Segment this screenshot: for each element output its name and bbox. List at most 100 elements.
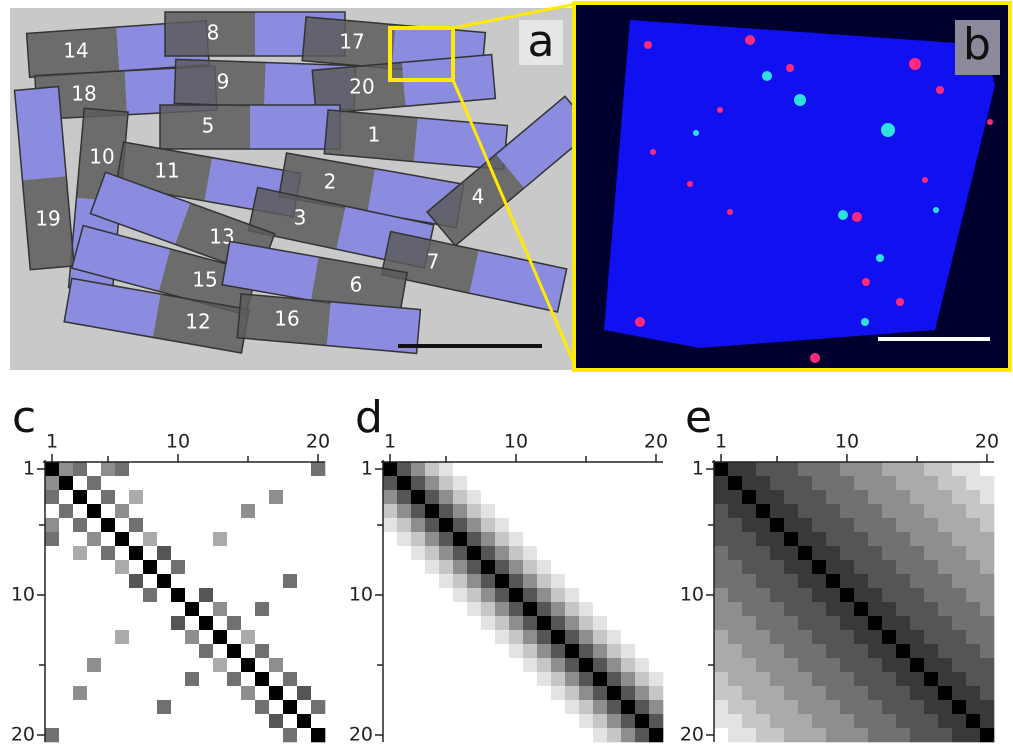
matrix-cell xyxy=(537,714,551,728)
particle xyxy=(936,86,944,94)
matrix-cell xyxy=(297,518,311,532)
matrix-cell xyxy=(509,518,523,532)
matrix-cell xyxy=(129,644,143,658)
matrix-cell xyxy=(742,588,756,602)
y-tick-label: 20 xyxy=(680,724,704,746)
matrix-cell xyxy=(87,686,101,700)
matrix-cell xyxy=(924,532,938,546)
matrix-cell xyxy=(770,504,784,518)
slice-label: 18 xyxy=(71,82,96,106)
matrix-cell xyxy=(101,644,115,658)
matrix-cell xyxy=(411,630,425,644)
matrix-cell xyxy=(565,658,579,672)
matrix-cell xyxy=(467,560,481,574)
matrix-cell xyxy=(199,672,213,686)
matrix-cell xyxy=(756,672,770,686)
matrix-cell xyxy=(241,714,255,728)
matrix-cell xyxy=(241,574,255,588)
matrix-cell xyxy=(756,616,770,630)
matrix-cell xyxy=(311,532,325,546)
matrix-cell xyxy=(143,588,157,602)
matrix-cell xyxy=(854,532,868,546)
slice-label: 5 xyxy=(202,114,215,138)
matrix-cell xyxy=(241,630,255,644)
matrix-cell xyxy=(579,644,593,658)
matrix-cell xyxy=(882,644,896,658)
matrix-cell xyxy=(185,490,199,504)
matrix-cell xyxy=(227,728,241,742)
matrix-cell xyxy=(826,462,840,476)
matrix-cell xyxy=(714,504,728,518)
matrix-cell xyxy=(938,476,952,490)
slice-label: 10 xyxy=(89,145,114,169)
matrix-cell xyxy=(952,504,966,518)
slice-label: 8 xyxy=(207,21,220,45)
matrix-cell xyxy=(481,630,495,644)
matrix-cell xyxy=(171,588,185,602)
matrix-cell xyxy=(495,686,509,700)
matrix-cell xyxy=(411,476,425,490)
matrix-cell xyxy=(185,714,199,728)
matrix-cell xyxy=(565,476,579,490)
matrix-cell xyxy=(481,728,495,742)
matrix-cell xyxy=(840,462,854,476)
matrix-cell xyxy=(101,616,115,630)
matrix-cell xyxy=(59,560,73,574)
matrix-cell xyxy=(924,490,938,504)
matrix-cell xyxy=(73,700,87,714)
matrix-cell xyxy=(784,616,798,630)
matrix-cell xyxy=(185,672,199,686)
matrix-cell xyxy=(812,490,826,504)
matrix-cell xyxy=(770,700,784,714)
matrix-cell xyxy=(980,532,994,546)
matrix-cell xyxy=(241,616,255,630)
matrix-cell xyxy=(411,700,425,714)
matrix-cell xyxy=(537,504,551,518)
matrix-cell xyxy=(728,490,742,504)
matrix-cell xyxy=(742,700,756,714)
matrix-cell xyxy=(269,672,283,686)
matrix-cell xyxy=(283,658,297,672)
matrix-cell xyxy=(157,546,171,560)
matrix-cell xyxy=(73,574,87,588)
matrix-cell xyxy=(742,644,756,658)
matrix-cell xyxy=(199,462,213,476)
matrix-cell xyxy=(537,560,551,574)
matrix-cell xyxy=(383,476,397,490)
matrix-cell xyxy=(854,490,868,504)
particle xyxy=(786,64,794,72)
matrix-cell xyxy=(868,686,882,700)
matrix-cell xyxy=(213,462,227,476)
matrix-cell xyxy=(453,546,467,560)
particle xyxy=(838,210,848,220)
matrix-cell xyxy=(73,728,87,742)
matrix-cell xyxy=(199,714,213,728)
matrix-cell xyxy=(551,462,565,476)
matrix-cell xyxy=(45,546,59,560)
matrix-cell xyxy=(227,518,241,532)
matrix-cell xyxy=(980,672,994,686)
matrix-cell xyxy=(213,714,227,728)
matrix-cell xyxy=(826,630,840,644)
matrix-cell xyxy=(73,546,87,560)
matrix-cell xyxy=(481,616,495,630)
matrix-cell xyxy=(157,672,171,686)
matrix-cell xyxy=(896,658,910,672)
matrix-cell xyxy=(714,644,728,658)
matrix-cell xyxy=(756,560,770,574)
matrix-cell xyxy=(854,714,868,728)
matrix-cell xyxy=(397,546,411,560)
matrix-cell xyxy=(157,616,171,630)
matrix-cell xyxy=(826,728,840,742)
matrix-cell xyxy=(297,616,311,630)
matrix-cell xyxy=(910,644,924,658)
matrix-cell xyxy=(840,560,854,574)
matrix-cell xyxy=(728,728,742,742)
matrix-cell xyxy=(579,560,593,574)
matrix-cell xyxy=(565,672,579,686)
matrix-cell xyxy=(157,700,171,714)
matrix-cell xyxy=(798,560,812,574)
matrix-cell xyxy=(854,602,868,616)
matrix-cell xyxy=(924,672,938,686)
matrix-cell xyxy=(579,476,593,490)
